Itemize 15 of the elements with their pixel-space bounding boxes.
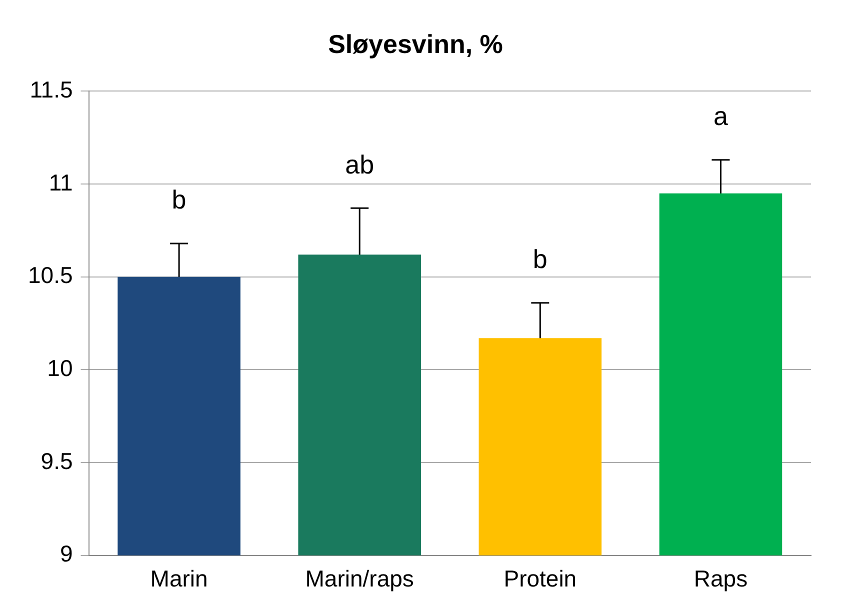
x-tick-label: Marin xyxy=(150,566,208,592)
y-tick-label: 10 xyxy=(47,355,73,382)
y-tick-label: 11.5 xyxy=(30,76,73,103)
x-tick-label: Protein xyxy=(504,566,577,592)
y-tick-label: 11 xyxy=(48,169,73,196)
y-tick-label: 10.5 xyxy=(28,262,73,288)
annotation: b xyxy=(532,244,548,274)
x-tick-label: Raps xyxy=(694,566,748,592)
annotation: b xyxy=(172,184,186,215)
y-tick-label: 9.5 xyxy=(40,448,73,474)
annotation: a xyxy=(713,101,728,132)
y-tick-label: 9 xyxy=(60,540,73,567)
x-tick-label: Marin/raps xyxy=(305,566,414,592)
chart-title: Sløyesvinn, % xyxy=(328,28,503,59)
annotation: ab xyxy=(345,149,374,180)
